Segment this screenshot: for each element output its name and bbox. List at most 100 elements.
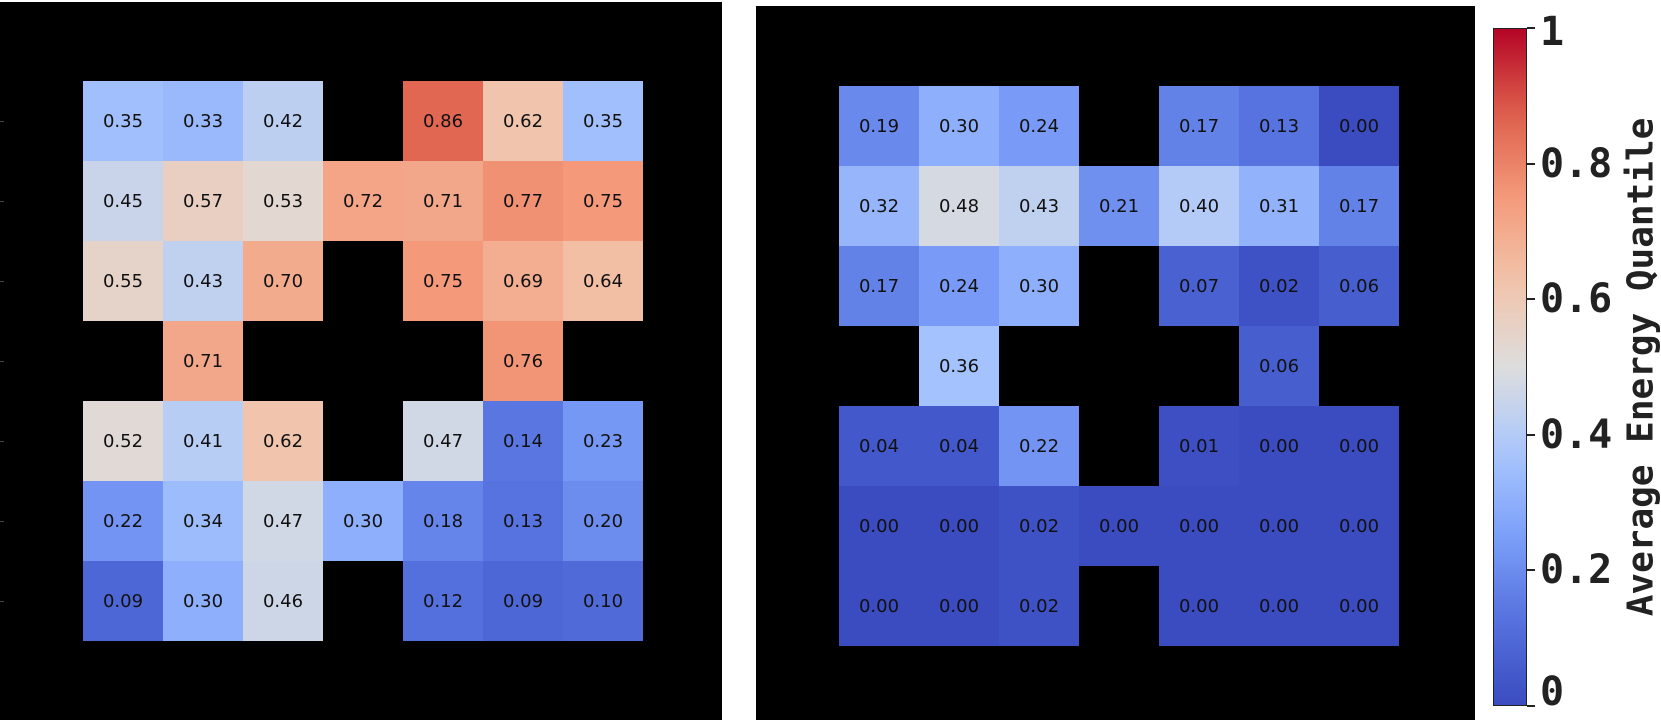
colorbar-tick-label: 0.4 <box>1540 411 1613 458</box>
heatmap-cell: 0.30 <box>163 561 243 641</box>
colorbar-tick-label: 0 <box>1540 669 1565 715</box>
cell-value-label: 0.06 <box>1258 355 1300 377</box>
cell-value-label: 0.86 <box>422 110 464 132</box>
cell-value-label: 0.45 <box>102 190 144 212</box>
heatmap-cell: 0.72 <box>323 161 403 241</box>
heatmap-cell: 0.09 <box>483 561 563 641</box>
cell-value-label: 0.00 <box>1338 595 1380 617</box>
cell-value-label: 0.71 <box>422 190 464 212</box>
heatmap-cell: 0.00 <box>1319 486 1399 566</box>
heatmap-cell: 0.13 <box>1239 86 1319 166</box>
heatmap-cell: 0.17 <box>1159 86 1239 166</box>
cell-value-label: 0.01 <box>1178 435 1220 457</box>
cell-value-label: 0.31 <box>1258 195 1300 217</box>
heatmap-cell: 0.21 <box>1079 166 1159 246</box>
cell-value-label: 0.62 <box>262 430 304 452</box>
colorbar-tick <box>1527 27 1535 29</box>
heatmap-cell: 0.07 <box>1159 246 1239 326</box>
heatmap-cell: 0.10 <box>563 561 643 641</box>
cell-value-label: 0.53 <box>262 190 304 212</box>
y-tick-mark <box>0 521 4 522</box>
y-tick-mark <box>0 281 4 282</box>
heatmap-cell: 0.00 <box>1319 406 1399 486</box>
cell-value-label: 0.75 <box>582 190 624 212</box>
heatmap-cell: 0.02 <box>999 566 1079 646</box>
cell-value-label: 0.70 <box>262 270 304 292</box>
heatmap-cell: 0.75 <box>563 161 643 241</box>
heatmap-cell: 0.36 <box>919 326 999 406</box>
heatmap-cell: 0.00 <box>839 486 919 566</box>
heatmap-cell: 0.00 <box>1239 406 1319 486</box>
colorbar <box>1493 28 1527 706</box>
colorbar-tick-label: 0.6 <box>1540 276 1613 323</box>
colorbar-tick-label: 0.8 <box>1540 140 1613 187</box>
heatmap-cell: 0.53 <box>243 161 323 241</box>
cell-value-label: 0.02 <box>1258 275 1300 297</box>
heatmap-cell: 0.52 <box>83 401 163 481</box>
heatmap-cell: 0.18 <box>403 481 483 561</box>
heatmap-cell: 0.47 <box>243 481 323 561</box>
heatmap-cell: 0.01 <box>1159 406 1239 486</box>
heatmap-cell: 0.00 <box>1239 486 1319 566</box>
heatmap-cell: 0.13 <box>483 481 563 561</box>
cell-value-label: 0.19 <box>858 115 900 137</box>
cell-value-label: 0.69 <box>502 270 544 292</box>
heatmap-cell: 0.45 <box>83 161 163 241</box>
cell-value-label: 0.42 <box>262 110 304 132</box>
heatmap-left: 0.35 0.33 0.42 0.86 0.62 0.35 0.45 0.57 0.53 0.72… <box>0 2 722 720</box>
cell-value-label: 0.17 <box>858 275 900 297</box>
cell-value-label: 0.12 <box>422 590 464 612</box>
heatmap-cell: 0.23 <box>563 401 643 481</box>
colorbar-tick-label: 0.2 <box>1540 547 1613 594</box>
heatmap-cell: 0.32 <box>839 166 919 246</box>
heatmap-cell: 0.55 <box>83 241 163 321</box>
heatmap-cell: 0.30 <box>999 246 1079 326</box>
heatmap-cell: 0.31 <box>1239 166 1319 246</box>
cell-value-label: 0.76 <box>502 350 544 372</box>
cell-value-label: 0.00 <box>1338 115 1380 137</box>
heatmap-cell: 0.34 <box>163 481 243 561</box>
cell-value-label: 0.30 <box>182 590 224 612</box>
cell-value-label: 0.43 <box>182 270 224 292</box>
cell-value-label: 0.04 <box>858 435 900 457</box>
cell-value-label: 0.48 <box>938 195 980 217</box>
cell-value-label: 0.71 <box>182 350 224 372</box>
y-tick-mark <box>0 601 4 602</box>
heatmap-cell: 0.42 <box>243 81 323 161</box>
heatmap-cell: 0.30 <box>323 481 403 561</box>
heatmap-cell: 0.33 <box>163 81 243 161</box>
cell-value-label: 0.09 <box>502 590 544 612</box>
cell-value-label: 0.00 <box>1098 515 1140 537</box>
heatmap-cell: 0.48 <box>919 166 999 246</box>
heatmap-cell: 0.40 <box>1159 166 1239 246</box>
heatmap-cell: 0.19 <box>839 86 919 166</box>
cell-value-label: 0.07 <box>1178 275 1220 297</box>
cell-value-label: 0.75 <box>422 270 464 292</box>
cell-value-label: 0.22 <box>102 510 144 532</box>
cell-value-label: 0.10 <box>582 590 624 612</box>
cell-value-label: 0.00 <box>1178 595 1220 617</box>
heatmap-cell: 0.62 <box>243 401 323 481</box>
cell-value-label: 0.40 <box>1178 195 1220 217</box>
cell-value-label: 0.00 <box>1258 515 1300 537</box>
cell-value-label: 0.36 <box>938 355 980 377</box>
cell-value-label: 0.62 <box>502 110 544 132</box>
cell-value-label: 0.30 <box>938 115 980 137</box>
heatmap-cell: 0.00 <box>1319 566 1399 646</box>
heatmap-cell: 0.20 <box>563 481 643 561</box>
cell-value-label: 0.41 <box>182 430 224 452</box>
heatmap-cell: 0.06 <box>1319 246 1399 326</box>
cell-value-label: 0.64 <box>582 270 624 292</box>
heatmap-cell: 0.00 <box>919 566 999 646</box>
cell-value-label: 0.57 <box>182 190 224 212</box>
heatmap-cell: 0.57 <box>163 161 243 241</box>
cell-value-label: 0.77 <box>502 190 544 212</box>
cell-value-label: 0.00 <box>938 515 980 537</box>
heatmap-cell: 0.22 <box>83 481 163 561</box>
cell-value-label: 0.47 <box>422 430 464 452</box>
colorbar-tick <box>1527 162 1535 165</box>
heatmap-right: 0.19 0.30 0.24 0.17 0.13 0.00 0.32 0.48 0.43 0.21… <box>756 6 1475 720</box>
heatmap-cell: 0.00 <box>1319 86 1399 166</box>
cell-value-label: 0.00 <box>858 595 900 617</box>
cell-value-label: 0.00 <box>1338 515 1380 537</box>
